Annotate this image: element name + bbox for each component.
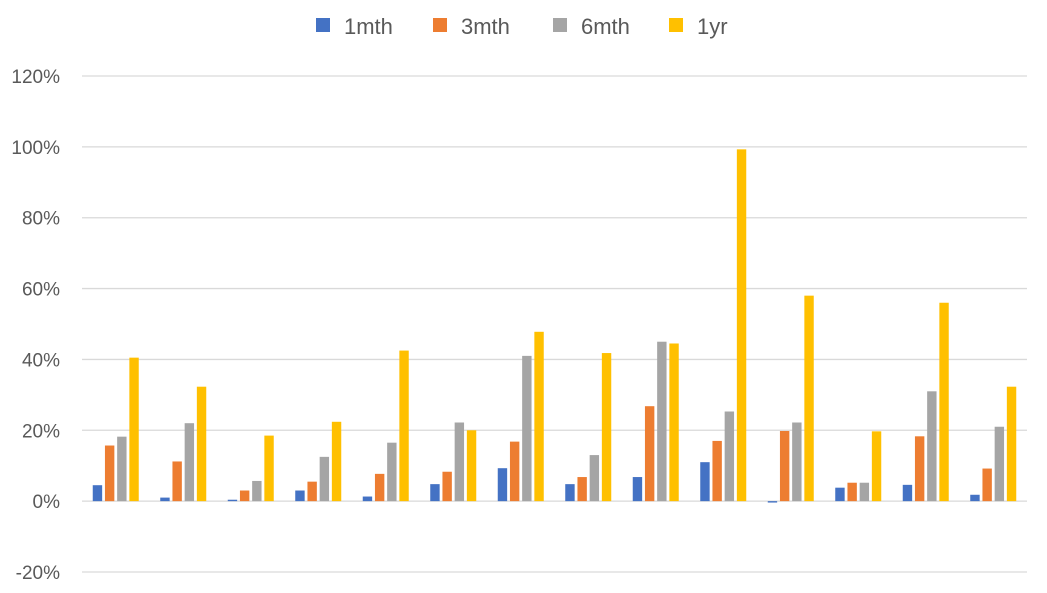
- bar-group: [902, 302, 949, 502]
- bar-1mth: [835, 487, 845, 502]
- bar-1mth: [295, 490, 305, 502]
- bar-1yr: [466, 430, 477, 502]
- bar-6mth: [184, 423, 195, 502]
- bar-3mth: [307, 481, 317, 502]
- bars: [92, 149, 1017, 503]
- bar-3mth: [577, 477, 587, 502]
- y-tick-label: 0%: [33, 492, 61, 513]
- bar-6mth: [927, 391, 937, 502]
- bar-1yr: [196, 386, 207, 502]
- y-axis: -20% 0% 20% 40% 60% 80% 100% 120%: [11, 67, 60, 584]
- legend-item-1mth: 1mth: [316, 14, 393, 39]
- bar-group: [632, 341, 679, 502]
- bar-6mth: [589, 455, 600, 502]
- bar-1mth: [700, 462, 710, 502]
- bar-1yr: [264, 435, 274, 502]
- bar-3mth: [239, 490, 250, 502]
- bar-group: [835, 431, 882, 502]
- bar-1mth: [497, 468, 508, 502]
- bar-1yr: [669, 343, 679, 502]
- legend-swatch: [316, 18, 330, 32]
- legend-swatch: [433, 18, 447, 32]
- bar-1mth: [970, 494, 980, 502]
- bar-3mth: [104, 445, 115, 502]
- bar-3mth: [172, 461, 182, 502]
- bar-1mth: [902, 484, 913, 502]
- legend-swatch: [669, 18, 683, 32]
- bar-group: [497, 331, 544, 502]
- bar-1mth: [430, 484, 440, 502]
- y-tick-label: 40%: [22, 350, 60, 371]
- bar-6mth: [859, 482, 870, 502]
- bar-1mth: [227, 499, 238, 502]
- y-tick-label: 20%: [22, 421, 60, 442]
- bar-6mth: [657, 341, 667, 502]
- bar-1yr: [331, 421, 342, 502]
- bar-6mth: [252, 480, 262, 502]
- legend-label: 6mth: [581, 14, 630, 39]
- bar-1yr: [939, 302, 949, 502]
- bar-1yr: [1006, 386, 1017, 502]
- bar-3mth: [644, 406, 655, 502]
- bar-1yr: [129, 357, 139, 502]
- bar-6mth: [724, 411, 735, 502]
- legend-swatch: [553, 18, 567, 32]
- bar-3mth: [509, 441, 520, 502]
- bar-1mth: [767, 501, 778, 503]
- bar-6mth: [522, 355, 532, 502]
- bar-group: [565, 353, 612, 502]
- bar-3mth: [847, 482, 857, 502]
- bar-group: [430, 422, 477, 502]
- y-tick-label: 100%: [11, 138, 60, 159]
- legend-label: 1yr: [697, 14, 728, 39]
- bar-1yr: [534, 331, 544, 502]
- gridlines: [82, 75, 1027, 573]
- bar-1yr: [871, 431, 882, 502]
- bar-3mth: [982, 468, 992, 502]
- bar-6mth: [387, 442, 397, 502]
- legend-label: 1mth: [344, 14, 393, 39]
- bar-6mth: [792, 422, 802, 502]
- bar-1yr: [601, 353, 612, 502]
- bar-1mth: [565, 484, 575, 502]
- bar-group: [227, 435, 274, 502]
- legend: 1mth 3mth 6mth 1yr: [316, 14, 728, 39]
- bar-1mth: [362, 496, 373, 502]
- bar-6mth: [454, 422, 465, 502]
- bar-1yr: [399, 350, 409, 502]
- bar-group: [160, 386, 207, 502]
- bar-group: [767, 295, 814, 503]
- legend-label: 3mth: [461, 14, 510, 39]
- bar-group: [362, 350, 409, 502]
- legend-item-6mth: 6mth: [553, 14, 630, 39]
- bar-1yr: [804, 295, 814, 502]
- bar-3mth: [712, 440, 722, 502]
- bar-group: [92, 357, 139, 502]
- y-tick-label: 120%: [11, 67, 60, 88]
- y-tick-label: 80%: [22, 209, 60, 230]
- bar-6mth: [319, 456, 330, 502]
- legend-item-3mth: 3mth: [433, 14, 510, 39]
- bar-3mth: [374, 473, 385, 502]
- bar-3mth: [442, 471, 452, 502]
- y-tick-label: 60%: [22, 280, 60, 301]
- bar-3mth: [779, 430, 790, 502]
- bar-1mth: [632, 477, 643, 502]
- bar-1mth: [92, 485, 103, 502]
- bar-group: [700, 149, 747, 502]
- bar-6mth: [117, 436, 127, 502]
- y-tick-label: -20%: [16, 563, 60, 584]
- legend-item-1yr: 1yr: [669, 14, 728, 39]
- bar-group: [970, 386, 1017, 502]
- bar-1yr: [736, 149, 747, 502]
- bar-6mth: [994, 426, 1005, 502]
- bar-3mth: [914, 436, 925, 502]
- bar-group: [295, 421, 342, 502]
- bar-1mth: [160, 497, 170, 502]
